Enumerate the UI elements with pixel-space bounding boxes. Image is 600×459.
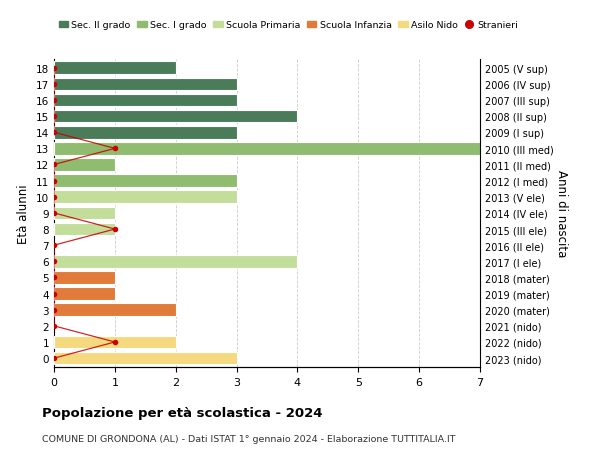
Bar <box>54 127 236 139</box>
Bar <box>54 256 298 268</box>
Bar <box>54 111 298 123</box>
Y-axis label: Anni di nascita: Anni di nascita <box>554 170 568 257</box>
Bar <box>54 62 176 75</box>
Bar <box>54 191 236 204</box>
Legend: Sec. II grado, Sec. I grado, Scuola Primaria, Scuola Infanzia, Asilo Nido, Stran: Sec. II grado, Sec. I grado, Scuola Prim… <box>59 21 518 30</box>
Bar <box>54 95 236 107</box>
Bar <box>54 288 115 300</box>
Text: Popolazione per età scolastica - 2024: Popolazione per età scolastica - 2024 <box>42 406 323 419</box>
Bar <box>54 175 236 188</box>
Y-axis label: Età alunni: Età alunni <box>17 184 31 243</box>
Bar <box>54 352 236 364</box>
Bar <box>54 78 236 91</box>
Bar <box>54 272 115 284</box>
Bar <box>54 304 176 316</box>
Bar <box>54 159 115 171</box>
Bar <box>54 223 115 236</box>
Bar <box>54 143 480 155</box>
Bar <box>54 336 176 348</box>
Bar <box>54 207 115 220</box>
Text: COMUNE DI GRONDONA (AL) - Dati ISTAT 1° gennaio 2024 - Elaborazione TUTTITALIA.I: COMUNE DI GRONDONA (AL) - Dati ISTAT 1° … <box>42 434 455 443</box>
